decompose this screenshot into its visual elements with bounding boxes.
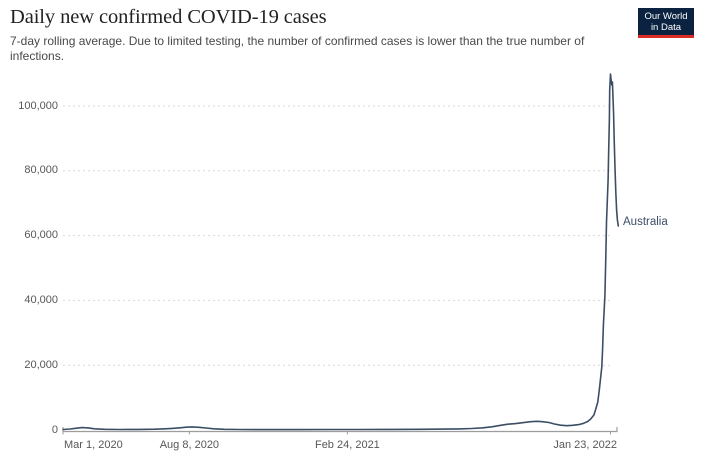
x-tick-label: Feb 24, 2021	[314, 439, 380, 451]
chart-subtitle-line2: infections.	[10, 49, 65, 63]
x-tick-label: Aug 8, 2020	[159, 439, 220, 451]
y-tick-label: 40,000	[24, 293, 58, 306]
y-tick-label: 20,000	[24, 358, 58, 371]
page-title: Daily new confirmed COVID-19 cases	[10, 6, 327, 28]
owid-logo-line2: in Data	[650, 21, 682, 33]
x-tick-label: Mar 1, 2020	[64, 439, 123, 451]
x-axis	[62, 427, 618, 435]
y-tick-label: 60,000	[24, 229, 58, 242]
y-tick-label: 80,000	[24, 164, 58, 177]
owid-logo-line1: Our World	[644, 10, 688, 22]
y-tick-label: 0	[51, 423, 58, 436]
chart-subtitle-line1: 7-day rolling average. Due to limited te…	[10, 34, 585, 48]
series-label-australia: Australia	[623, 216, 668, 228]
x-tick-label: Jan 23, 2022	[553, 439, 617, 451]
y-tick-label: 100,000	[18, 99, 58, 112]
owid-logo: Our World in Data	[638, 8, 694, 38]
gridlines	[63, 105, 613, 366]
chart-subtitle: 7-day rolling average. Due to limited te…	[10, 34, 584, 64]
line-series-australia	[62, 73, 620, 431]
